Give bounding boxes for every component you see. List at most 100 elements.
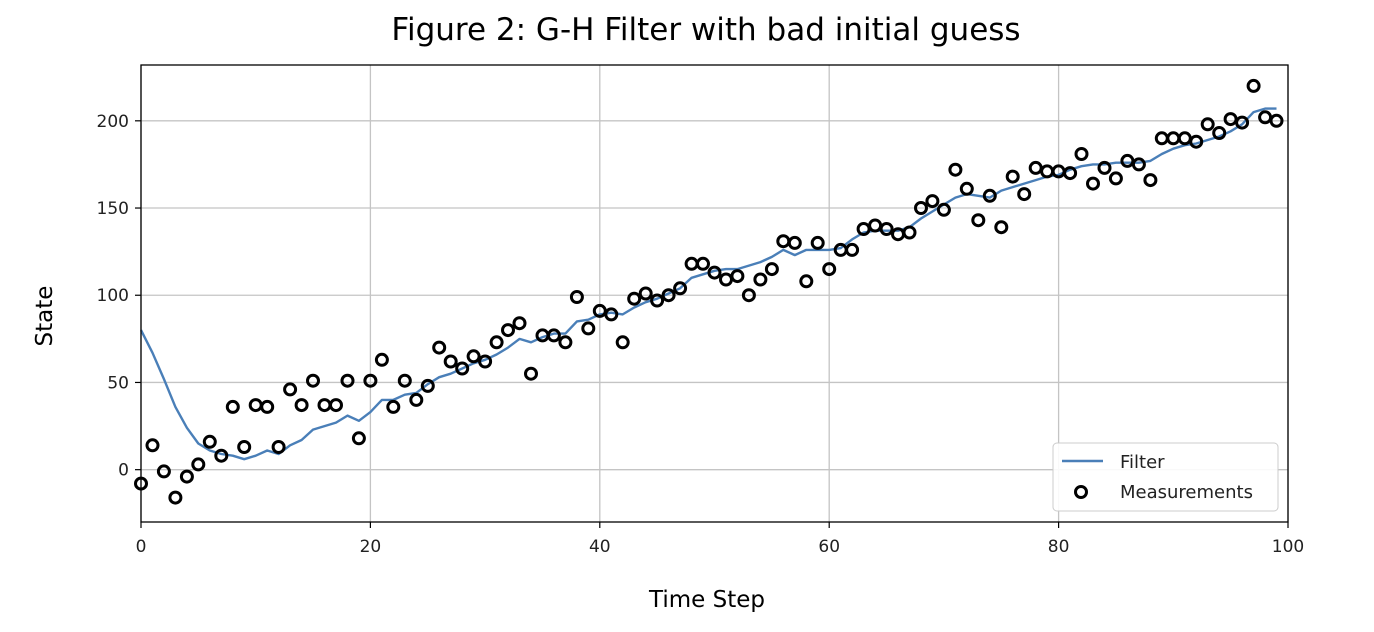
measurement-point xyxy=(260,399,275,414)
legend-filter-label: Filter xyxy=(1120,452,1165,473)
measurement-point xyxy=(776,234,791,249)
measurement-point xyxy=(936,202,951,217)
measurement-point xyxy=(914,201,928,215)
measurement-point xyxy=(455,361,470,376)
measurement-point xyxy=(1223,112,1238,127)
x-tick-label: 60 xyxy=(818,537,840,557)
measurement-point xyxy=(374,352,389,367)
measurement-point xyxy=(156,464,171,479)
measurement-point xyxy=(397,373,412,388)
measurement-point xyxy=(248,398,263,413)
measurement-point xyxy=(443,354,458,369)
measurement-point xyxy=(1028,160,1043,175)
measurement-point xyxy=(432,340,447,355)
measurement-point xyxy=(787,235,802,250)
measurement-point xyxy=(283,382,298,397)
legend-measurements-marker xyxy=(1074,485,1088,499)
measurement-point xyxy=(214,448,229,463)
measurement-point xyxy=(294,398,309,413)
measurement-point xyxy=(741,288,756,303)
measurement-point xyxy=(615,335,630,350)
y-tick-label: 0 xyxy=(118,461,129,481)
measurement-point xyxy=(1246,78,1261,93)
measurement-point xyxy=(179,469,194,484)
measurement-point xyxy=(1269,113,1284,128)
measurement-point xyxy=(661,288,676,303)
measurement-point xyxy=(1040,164,1055,179)
y-tick-label: 100 xyxy=(97,286,129,306)
measurement-point xyxy=(1120,153,1135,168)
measurement-point xyxy=(168,490,183,505)
measurement-point xyxy=(1154,131,1169,146)
measurement-point xyxy=(1097,160,1112,175)
measurement-point xyxy=(558,335,573,350)
measurement-point xyxy=(638,286,653,301)
y-axis-label: State xyxy=(32,286,58,347)
measurement-point xyxy=(650,293,665,308)
measurement-point xyxy=(1108,171,1123,186)
measurement-point xyxy=(868,218,883,233)
measurement-point xyxy=(971,213,986,228)
measurement-point xyxy=(799,274,814,289)
measurement-point xyxy=(753,272,768,287)
measurement-point xyxy=(902,225,917,240)
measurement-point xyxy=(420,378,435,393)
x-tick-label: 100 xyxy=(1272,537,1304,557)
measurement-point xyxy=(730,269,745,284)
measurement-point xyxy=(1143,173,1158,188)
x-tick-label: 40 xyxy=(589,537,611,557)
measurement-point xyxy=(202,434,217,449)
measurement-point xyxy=(604,307,619,322)
measurement-point xyxy=(581,321,596,336)
y-tick-label: 150 xyxy=(97,199,129,219)
measurement-point xyxy=(1074,147,1089,161)
measurement-point xyxy=(351,431,366,446)
measurement-point xyxy=(1189,134,1204,149)
measurement-point xyxy=(994,220,1009,235)
measurement-point xyxy=(546,328,561,343)
x-axis-label: Time Step xyxy=(648,587,765,613)
measurement-point xyxy=(684,256,699,271)
measurement-point xyxy=(489,335,504,350)
measurement-point xyxy=(959,181,974,196)
measurement-point xyxy=(191,457,206,472)
measurement-point xyxy=(466,349,481,364)
plot-area xyxy=(134,78,1284,505)
measurement-point xyxy=(363,373,378,388)
x-tick-label: 0 xyxy=(136,537,147,557)
legend-measurements-label: Measurements xyxy=(1120,482,1253,503)
measurement-point xyxy=(822,262,837,277)
x-tick-label: 20 xyxy=(360,537,382,557)
measurement-point xyxy=(569,290,584,304)
measurement-point xyxy=(306,373,320,388)
measurement-point xyxy=(329,398,343,413)
measurement-point xyxy=(340,373,355,388)
measurement-point xyxy=(524,366,538,381)
measurement-point xyxy=(764,262,779,277)
measurement-point xyxy=(1235,115,1250,130)
measurement-point xyxy=(225,399,240,414)
y-tick-label: 50 xyxy=(107,373,129,393)
y-tick-label: 200 xyxy=(97,112,129,132)
x-tick-label: 80 xyxy=(1048,537,1070,557)
measurement-point xyxy=(627,291,642,306)
measurement-point xyxy=(1212,126,1227,140)
measurement-point xyxy=(317,398,332,413)
measurement-point xyxy=(948,162,963,177)
chart-title: Figure 2: G-H Filter with bad initial gu… xyxy=(391,12,1020,48)
measurement-point xyxy=(1063,166,1078,181)
measurement-point xyxy=(1131,157,1146,172)
measurement-point xyxy=(386,399,401,414)
measurement-point xyxy=(845,242,860,257)
measurement-point xyxy=(145,438,160,453)
measurement-point xyxy=(1166,131,1181,146)
measurement-point xyxy=(879,222,894,236)
plot-frame xyxy=(140,64,1289,523)
measurement-point xyxy=(501,323,515,338)
measurement-point xyxy=(810,235,825,250)
measurement-point xyxy=(1200,117,1215,132)
measurement-point xyxy=(925,194,940,209)
measurement-point xyxy=(982,188,997,203)
measurement-point xyxy=(696,256,710,271)
